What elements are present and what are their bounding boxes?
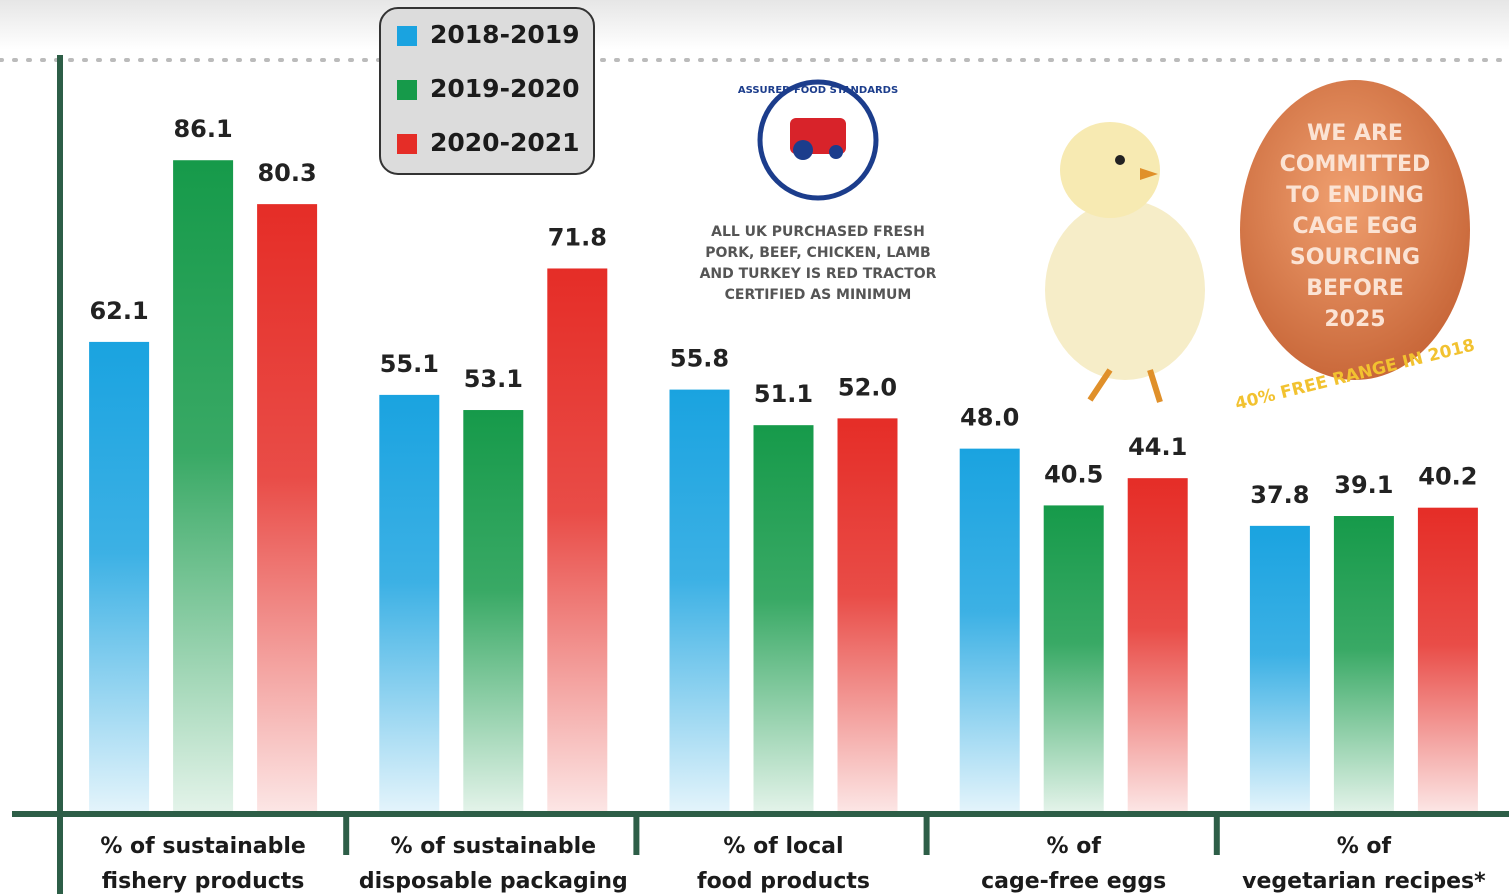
value-label: 48.0 bbox=[960, 404, 1019, 432]
egg-text: BEFORE bbox=[1306, 276, 1404, 301]
legend-label: 2019-2020 bbox=[430, 74, 580, 103]
value-label: 40.5 bbox=[1044, 460, 1103, 488]
x-tick-label: % of bbox=[1337, 834, 1392, 859]
value-label: 51.1 bbox=[754, 380, 813, 408]
bar bbox=[547, 268, 607, 812]
legend-swatch bbox=[397, 80, 417, 100]
x-tick-label: food products bbox=[697, 869, 870, 894]
x-tick-label: % of local bbox=[723, 834, 843, 859]
logo-text: ASSURED FOOD STANDARDS bbox=[738, 85, 898, 96]
value-label: 71.8 bbox=[548, 223, 607, 251]
value-label: 44.1 bbox=[1128, 433, 1187, 461]
x-tick-label: % of sustainable bbox=[391, 834, 597, 859]
legend-swatch bbox=[397, 134, 417, 154]
legend-label: 2018-2019 bbox=[430, 20, 580, 49]
legend-swatch bbox=[397, 26, 417, 46]
bar bbox=[89, 342, 149, 812]
bar bbox=[1044, 505, 1104, 812]
bar bbox=[754, 425, 814, 812]
logo bbox=[760, 82, 876, 198]
x-tick-label: % of sustainable bbox=[100, 834, 306, 859]
annotation: CERTIFIED AS MINIMUM bbox=[725, 287, 912, 303]
bar bbox=[1334, 516, 1394, 812]
egg-text: TO ENDING bbox=[1286, 183, 1424, 208]
bar bbox=[670, 390, 730, 812]
annotation: PORK, BEEF, CHICKEN, LAMB bbox=[705, 245, 930, 261]
chick-illustration bbox=[1045, 122, 1205, 402]
value-label: 62.1 bbox=[89, 297, 148, 325]
x-tick-label: disposable packaging bbox=[359, 869, 628, 894]
bar bbox=[379, 395, 439, 812]
chart: 62.1 86.1 80.3 % of sustainable fishery prod… bbox=[0, 0, 1509, 894]
value-label: 55.1 bbox=[380, 350, 439, 378]
x-tick-label: % of bbox=[1047, 834, 1102, 859]
x-tick-label: vegetarian recipes* bbox=[1242, 869, 1486, 894]
x-tick-label: cage-free eggs bbox=[981, 869, 1166, 894]
egg-text: COMMITTED bbox=[1280, 152, 1431, 177]
value-label: 53.1 bbox=[464, 365, 523, 393]
value-label: 86.1 bbox=[173, 115, 232, 143]
value-label: 37.8 bbox=[1250, 481, 1309, 509]
value-label: 52.0 bbox=[838, 373, 897, 401]
value-label: 80.3 bbox=[257, 159, 316, 187]
egg-text: CAGE EGG bbox=[1292, 214, 1417, 239]
legend-label: 2020-2021 bbox=[430, 128, 580, 157]
x-tick-label: fishery products bbox=[102, 869, 305, 894]
bar bbox=[1250, 526, 1310, 812]
bar bbox=[173, 160, 233, 812]
bar bbox=[1418, 508, 1478, 812]
bar bbox=[1128, 478, 1188, 812]
bar bbox=[960, 449, 1020, 812]
bar bbox=[463, 410, 523, 812]
bar bbox=[257, 204, 317, 812]
egg-text: SOURCING bbox=[1290, 245, 1420, 270]
bar bbox=[838, 418, 898, 812]
value-label: 39.1 bbox=[1334, 471, 1393, 499]
value-label: 55.8 bbox=[670, 345, 729, 373]
value-label: 40.2 bbox=[1418, 463, 1477, 491]
annotation: ALL UK PURCHASED FRESH bbox=[711, 224, 925, 240]
egg-text: WE ARE bbox=[1307, 121, 1403, 146]
egg-text: 2025 bbox=[1324, 307, 1385, 332]
header-band bbox=[0, 0, 1509, 50]
annotation: AND TURKEY IS RED TRACTOR bbox=[700, 266, 937, 282]
